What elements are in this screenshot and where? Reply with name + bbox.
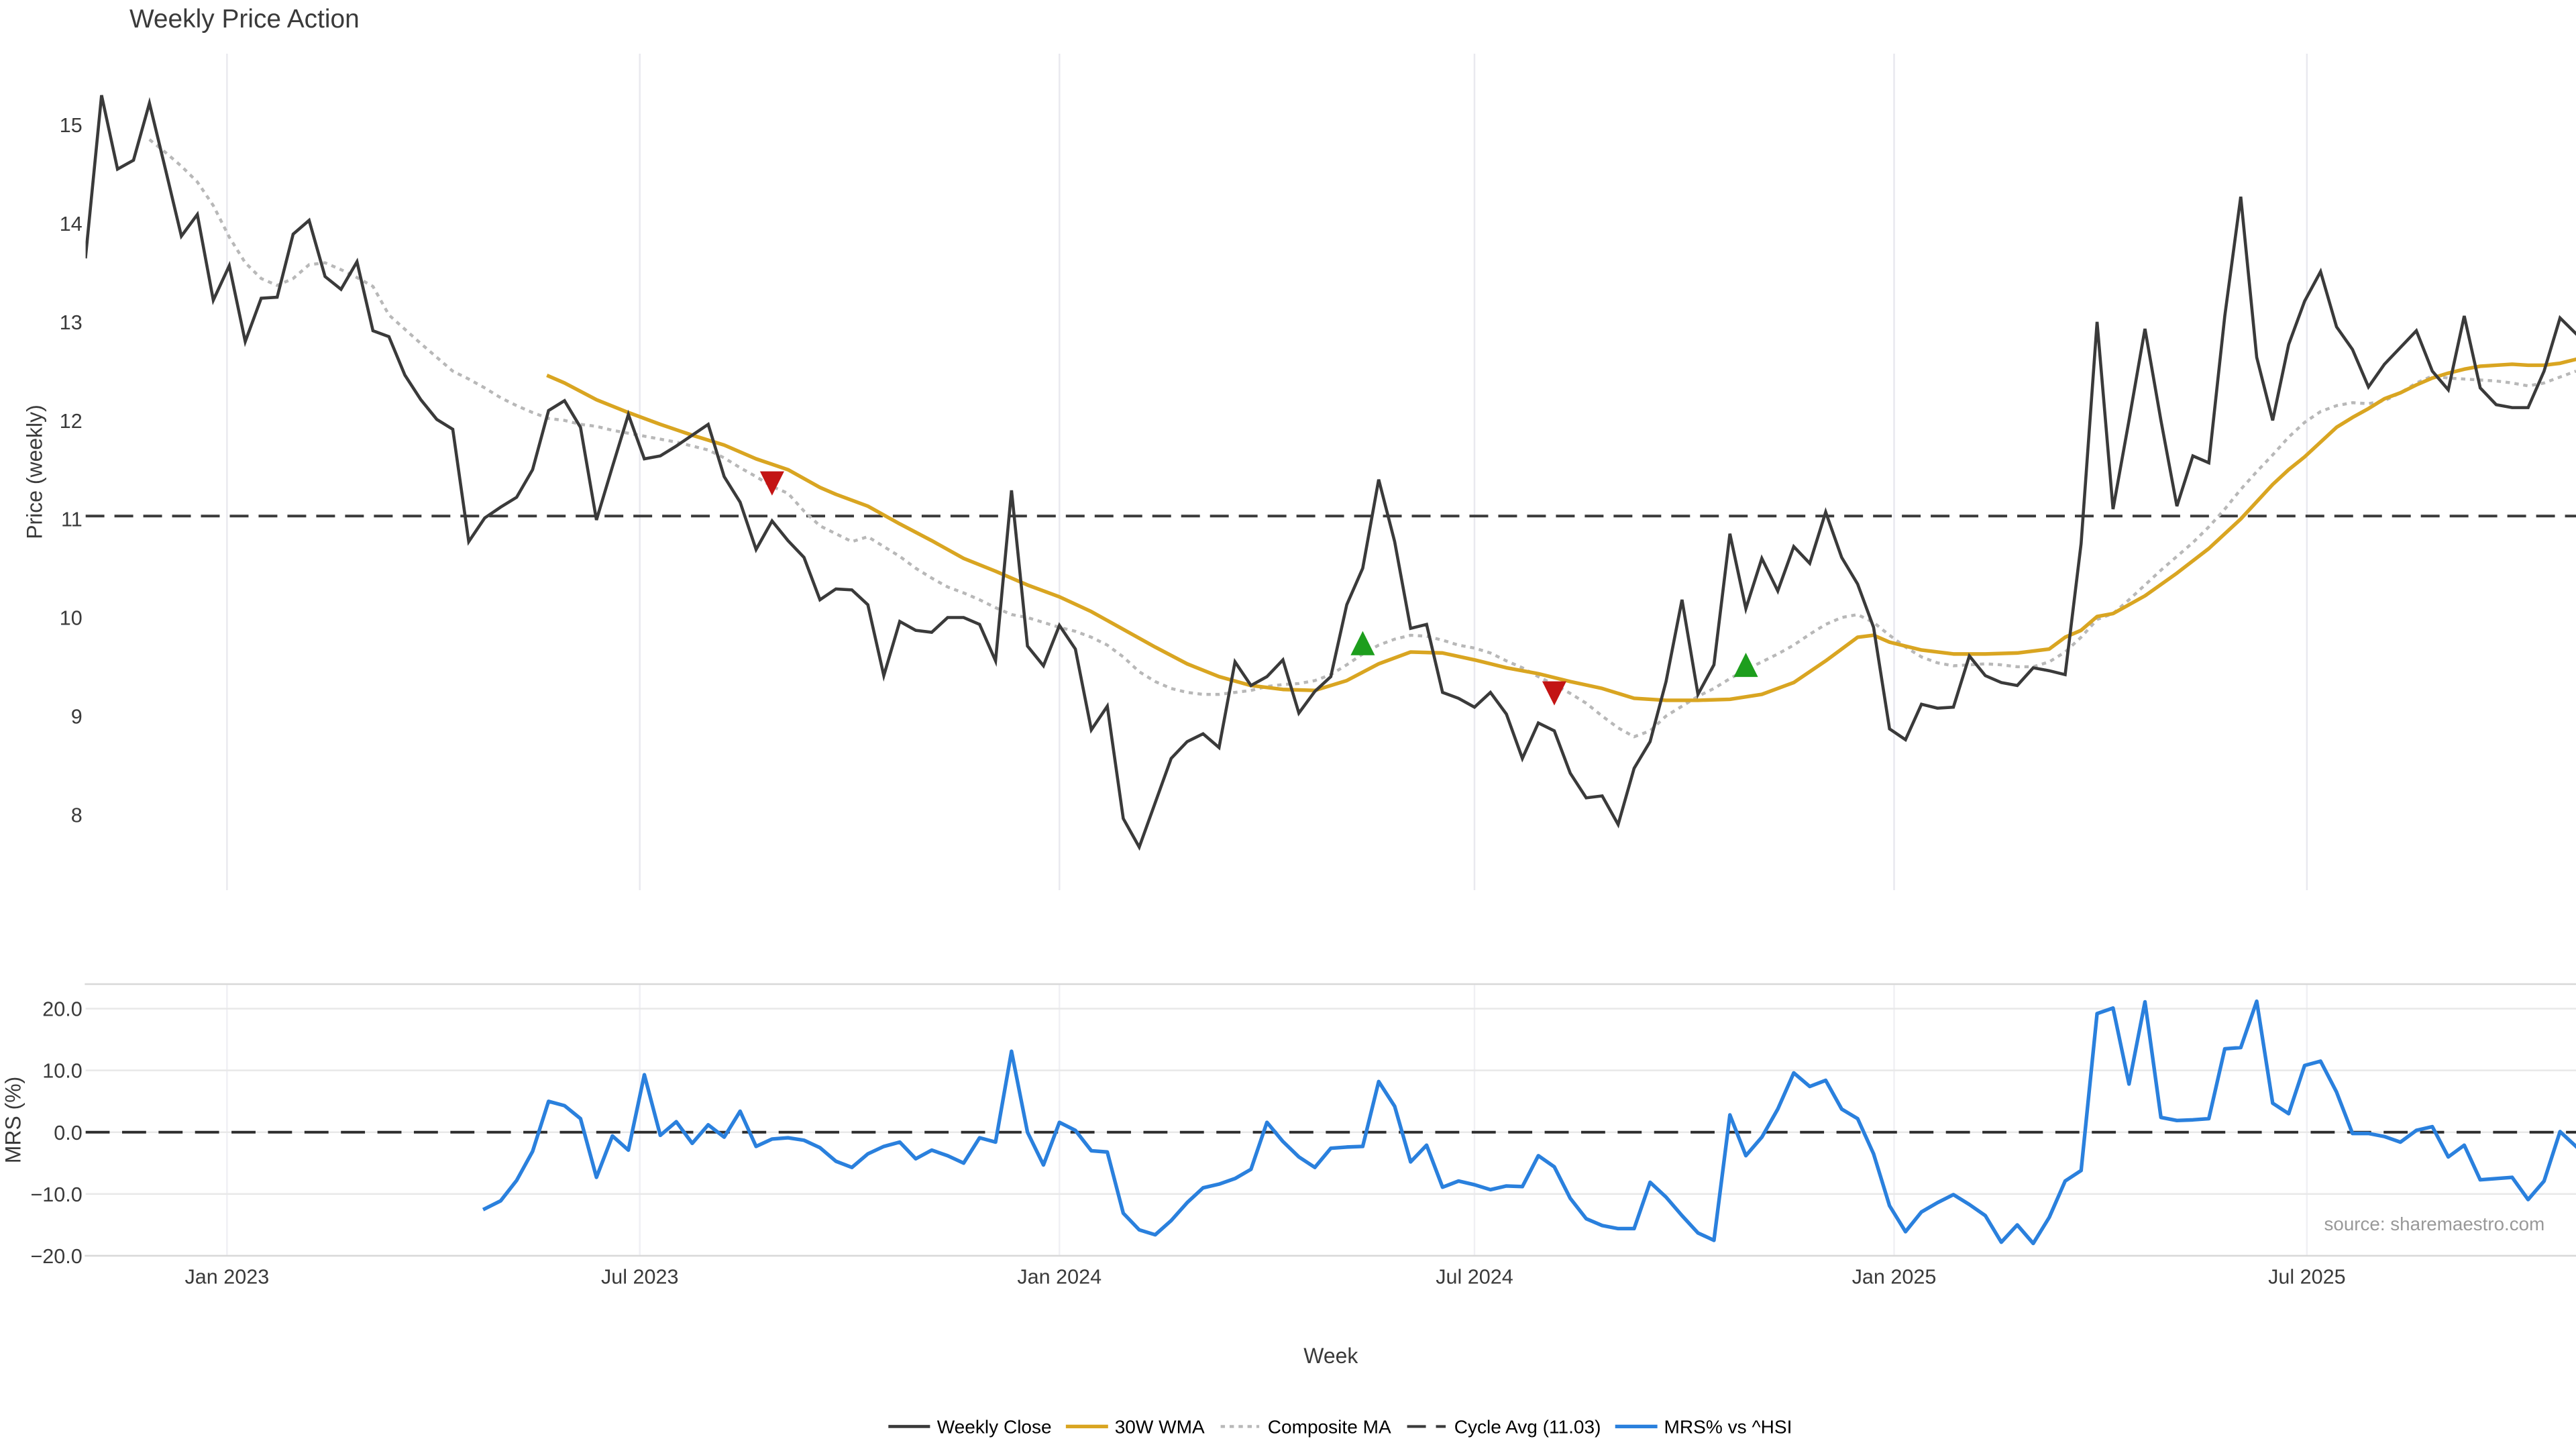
svg-text:11: 11 bbox=[61, 508, 83, 531]
svg-text:30W WMA: 30W WMA bbox=[1115, 1416, 1205, 1437]
svg-text:MRS (%): MRS (%) bbox=[1, 1077, 25, 1164]
svg-text:0.0: 0.0 bbox=[54, 1122, 82, 1144]
svg-text:−10.0: −10.0 bbox=[30, 1183, 82, 1206]
svg-text:source: sharemaestro.com: source: sharemaestro.com bbox=[2324, 1214, 2545, 1234]
svg-text:12: 12 bbox=[60, 410, 83, 433]
svg-text:20.0: 20.0 bbox=[42, 998, 82, 1021]
svg-text:Week: Week bbox=[1303, 1344, 1358, 1368]
svg-text:10: 10 bbox=[60, 607, 83, 630]
svg-text:13: 13 bbox=[60, 311, 83, 334]
svg-text:Composite MA: Composite MA bbox=[1268, 1416, 1391, 1437]
svg-text:Cycle Avg (11.03): Cycle Avg (11.03) bbox=[1454, 1416, 1601, 1437]
svg-text:Jul 2023: Jul 2023 bbox=[601, 1266, 678, 1289]
svg-text:Jan 2024: Jan 2024 bbox=[1017, 1266, 1102, 1289]
svg-text:Price (weekly): Price (weekly) bbox=[23, 405, 47, 539]
svg-text:−20.0: −20.0 bbox=[30, 1245, 82, 1268]
svg-text:Weekly Close: Weekly Close bbox=[937, 1416, 1052, 1437]
svg-text:Jul 2024: Jul 2024 bbox=[1436, 1266, 1513, 1289]
svg-text:8: 8 bbox=[71, 804, 83, 826]
svg-text:Jan 2025: Jan 2025 bbox=[1852, 1266, 1937, 1289]
svg-text:14: 14 bbox=[60, 213, 83, 235]
svg-text:Jul 2025: Jul 2025 bbox=[2268, 1266, 2345, 1289]
svg-text:10.0: 10.0 bbox=[42, 1060, 82, 1083]
svg-text:Weekly Price Action: Weekly Price Action bbox=[129, 5, 360, 34]
svg-text:Jan 2023: Jan 2023 bbox=[185, 1266, 270, 1289]
svg-text:15: 15 bbox=[60, 114, 83, 137]
svg-text:MRS% vs ^HSI: MRS% vs ^HSI bbox=[1664, 1416, 1792, 1437]
svg-text:9: 9 bbox=[71, 705, 83, 728]
